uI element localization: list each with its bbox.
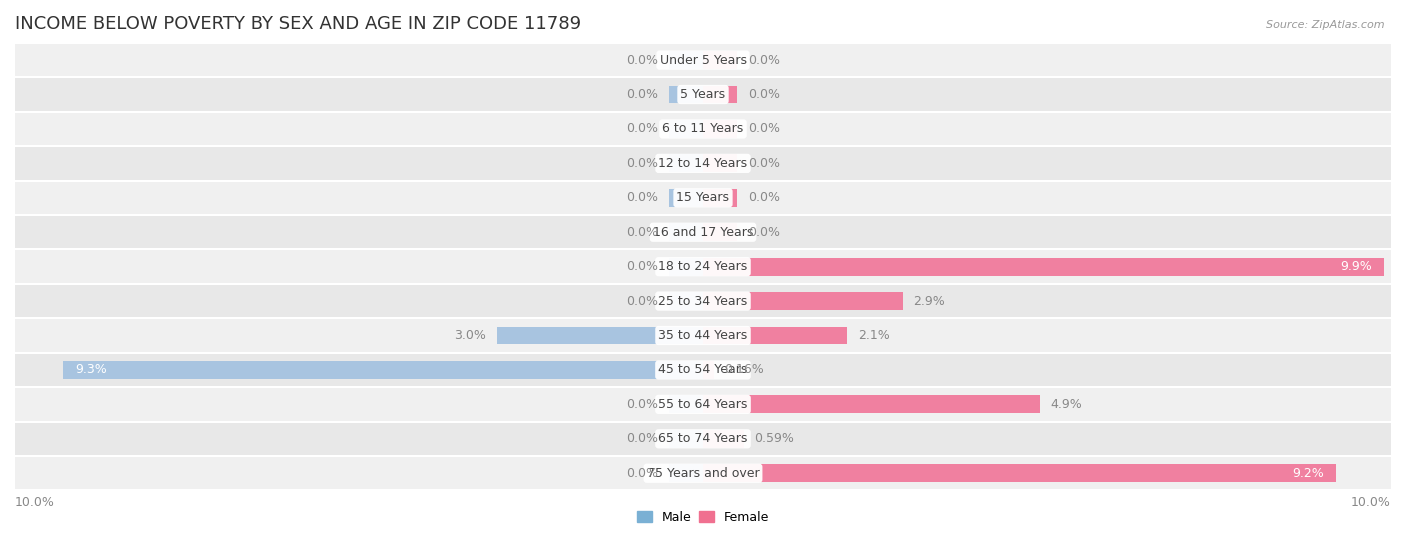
Text: 0.0%: 0.0% — [626, 226, 658, 239]
Text: 6 to 11 Years: 6 to 11 Years — [662, 122, 744, 135]
Text: 0.0%: 0.0% — [626, 157, 658, 170]
Text: 0.0%: 0.0% — [626, 432, 658, 446]
Text: 0.0%: 0.0% — [748, 157, 780, 170]
Text: 75 Years and over: 75 Years and over — [647, 467, 759, 480]
Bar — [669, 395, 703, 413]
Bar — [15, 112, 1391, 146]
Text: 0.0%: 0.0% — [626, 88, 658, 101]
Text: 0.0%: 0.0% — [626, 295, 658, 307]
Text: 2.9%: 2.9% — [912, 295, 945, 307]
Text: 15 Years: 15 Years — [676, 191, 730, 204]
Text: 4.9%: 4.9% — [1050, 398, 1083, 411]
Text: 0.0%: 0.0% — [748, 191, 780, 204]
Bar — [15, 318, 1391, 353]
Bar — [496, 326, 703, 344]
Text: 0.0%: 0.0% — [626, 467, 658, 480]
Text: 3.0%: 3.0% — [454, 329, 486, 342]
Text: 0.0%: 0.0% — [748, 54, 780, 67]
Text: 9.9%: 9.9% — [1340, 260, 1372, 273]
Bar — [669, 430, 703, 448]
Bar — [669, 189, 703, 207]
Bar — [703, 120, 737, 138]
Text: 0.16%: 0.16% — [724, 363, 763, 376]
Bar — [15, 181, 1391, 215]
Bar — [669, 154, 703, 172]
Text: 0.0%: 0.0% — [626, 191, 658, 204]
Text: Source: ZipAtlas.com: Source: ZipAtlas.com — [1267, 20, 1385, 30]
Text: 5 Years: 5 Years — [681, 88, 725, 101]
Bar — [669, 51, 703, 69]
Text: 2.1%: 2.1% — [858, 329, 890, 342]
Bar — [703, 326, 848, 344]
Bar — [703, 465, 1336, 482]
Bar — [15, 456, 1391, 490]
Text: 10.0%: 10.0% — [1351, 496, 1391, 509]
Bar — [703, 258, 1384, 276]
Text: 9.2%: 9.2% — [1292, 467, 1323, 480]
Text: 0.0%: 0.0% — [626, 122, 658, 135]
Text: 0.0%: 0.0% — [626, 260, 658, 273]
Text: 10.0%: 10.0% — [15, 496, 55, 509]
Bar — [15, 421, 1391, 456]
Bar — [703, 51, 737, 69]
Bar — [669, 465, 703, 482]
Bar — [703, 154, 737, 172]
Bar — [15, 387, 1391, 421]
Bar — [669, 223, 703, 241]
Bar — [15, 77, 1391, 112]
Bar — [15, 284, 1391, 318]
Text: INCOME BELOW POVERTY BY SEX AND AGE IN ZIP CODE 11789: INCOME BELOW POVERTY BY SEX AND AGE IN Z… — [15, 15, 581, 33]
Bar — [703, 395, 1040, 413]
Text: 65 to 74 Years: 65 to 74 Years — [658, 432, 748, 446]
Bar — [703, 361, 714, 379]
Bar — [669, 86, 703, 103]
Text: 0.0%: 0.0% — [748, 88, 780, 101]
Text: 45 to 54 Years: 45 to 54 Years — [658, 363, 748, 376]
Bar — [703, 430, 744, 448]
Text: Under 5 Years: Under 5 Years — [659, 54, 747, 67]
Text: 18 to 24 Years: 18 to 24 Years — [658, 260, 748, 273]
Bar — [15, 43, 1391, 77]
Bar — [15, 353, 1391, 387]
Text: 16 and 17 Years: 16 and 17 Years — [652, 226, 754, 239]
Text: 55 to 64 Years: 55 to 64 Years — [658, 398, 748, 411]
Text: 35 to 44 Years: 35 to 44 Years — [658, 329, 748, 342]
Bar — [669, 292, 703, 310]
Text: 0.0%: 0.0% — [748, 122, 780, 135]
Legend: Male, Female: Male, Female — [631, 506, 775, 529]
Text: 25 to 34 Years: 25 to 34 Years — [658, 295, 748, 307]
Text: 12 to 14 Years: 12 to 14 Years — [658, 157, 748, 170]
Text: 0.0%: 0.0% — [626, 398, 658, 411]
Bar — [63, 361, 703, 379]
Text: 0.0%: 0.0% — [748, 226, 780, 239]
Bar — [703, 223, 737, 241]
Bar — [15, 146, 1391, 181]
Bar — [703, 292, 903, 310]
Bar — [703, 86, 737, 103]
Bar — [703, 189, 737, 207]
Text: 9.3%: 9.3% — [76, 363, 107, 376]
Text: 0.0%: 0.0% — [626, 54, 658, 67]
Bar — [15, 215, 1391, 249]
Text: 0.59%: 0.59% — [754, 432, 794, 446]
Bar — [669, 120, 703, 138]
Bar — [669, 258, 703, 276]
Bar — [15, 249, 1391, 284]
